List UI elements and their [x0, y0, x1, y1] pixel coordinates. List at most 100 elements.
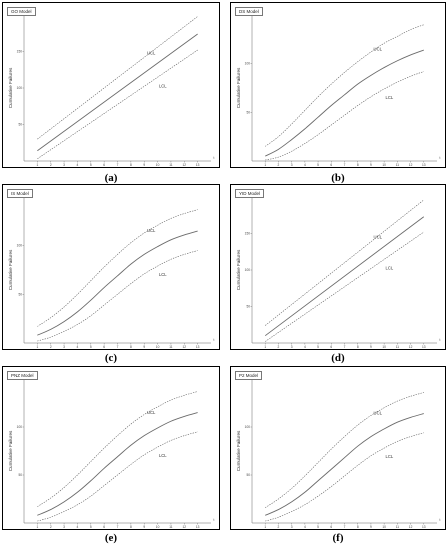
x-tick-label: 11 — [396, 345, 400, 349]
band-label-ucl: UCL — [147, 228, 156, 233]
panel-caption: (c) — [104, 352, 118, 364]
x-tick-label: 9 — [370, 345, 372, 349]
panel-caption: (d) — [331, 352, 345, 364]
x-tick-label: 8 — [357, 525, 359, 529]
series-line-mean — [265, 49, 424, 157]
x-tick-label: 5 — [317, 345, 319, 349]
y-tick-label: 50 — [18, 292, 22, 296]
band-label-ucl: UCL — [147, 410, 156, 415]
x-tick-label: 1 — [264, 163, 266, 167]
x-tick-label: 12 — [409, 163, 413, 167]
series-line-lcl — [37, 250, 198, 342]
x-tick-label: 4 — [77, 163, 79, 167]
band-label-lcl: LCL — [386, 266, 394, 271]
series-line-lcl — [265, 231, 424, 342]
x-tick-label: 12 — [183, 345, 187, 349]
series-line-mean — [264, 216, 425, 337]
band-label-lcl: LCL — [159, 83, 167, 88]
x-axis-end-label: t — [214, 518, 215, 522]
series-line-lcl — [265, 432, 424, 522]
series-line-mean — [37, 230, 198, 336]
x-tick-label: 11 — [396, 163, 400, 167]
chart-frame: 5010015020012345678910111213tCumulative … — [230, 184, 446, 350]
y-tick-label: 50 — [246, 305, 250, 309]
x-tick-label: 12 — [183, 163, 187, 167]
x-tick-label: 12 — [409, 345, 413, 349]
y-axis-title: Cumulative Failures — [8, 249, 13, 290]
y-tick-label: 100 — [245, 425, 251, 429]
x-tick-label: 13 — [196, 345, 200, 349]
x-tick-label: 8 — [130, 525, 132, 529]
series-line-mean — [265, 413, 424, 516]
x-tick-label: 9 — [143, 163, 145, 167]
x-tick-label: 13 — [422, 525, 426, 529]
x-axis-end-label: t — [440, 156, 441, 160]
x-tick-label: 4 — [304, 345, 306, 349]
y-tick-label: 100 — [17, 425, 23, 429]
x-tick-label: 2 — [278, 163, 280, 167]
x-tick-label: 6 — [330, 525, 332, 529]
model-label: P2 Model — [235, 371, 263, 380]
x-tick-label: 10 — [156, 345, 160, 349]
x-tick-label: 11 — [169, 525, 173, 529]
x-tick-label: 13 — [422, 345, 426, 349]
chart-svg: 5010015020012345678910111213tCumulative … — [236, 195, 441, 349]
band-label-ucl: UCL — [374, 46, 383, 51]
x-tick-label: 12 — [409, 525, 413, 529]
x-tick-label: 7 — [117, 345, 119, 349]
x-tick-label: 3 — [63, 345, 65, 349]
panel-caption: (a) — [104, 172, 118, 184]
model-label: PNZ Model — [7, 371, 38, 380]
band-label-ucl: UCL — [147, 50, 156, 55]
x-tick-label: 9 — [370, 525, 372, 529]
model-label: GO Model — [7, 7, 36, 16]
x-tick-label: 2 — [278, 345, 280, 349]
x-tick-label: 5 — [317, 163, 319, 167]
y-axis-title: Cumulative Failures — [236, 249, 241, 290]
x-tick-label: 6 — [103, 525, 105, 529]
x-tick-label: 8 — [130, 163, 132, 167]
x-tick-label: 3 — [63, 163, 65, 167]
series-line-ucl — [37, 391, 198, 507]
y-axis-title: Cumulative Failures — [8, 430, 13, 471]
x-tick-label: 12 — [183, 525, 187, 529]
chart-panel-d: 5010015020012345678910111213tCumulative … — [230, 184, 446, 368]
x-tick-label: 5 — [317, 525, 319, 529]
x-tick-label: 3 — [63, 525, 65, 529]
x-axis-end-label: t — [440, 518, 441, 522]
x-tick-label: 4 — [304, 525, 306, 529]
model-label: YID Model — [235, 189, 265, 198]
x-tick-label: 7 — [117, 525, 119, 529]
series-line-ucl — [265, 392, 424, 508]
x-tick-label: 10 — [382, 525, 386, 529]
x-tick-label: 8 — [130, 345, 132, 349]
x-axis-end-label: t — [214, 156, 215, 160]
y-tick-label: 50 — [246, 473, 250, 477]
x-tick-label: 7 — [344, 525, 346, 529]
series-line-lcl — [37, 49, 198, 160]
x-tick-label: 6 — [103, 345, 105, 349]
x-tick-label: 9 — [143, 345, 145, 349]
series-line-mean — [37, 412, 198, 516]
x-tick-label: 10 — [382, 163, 386, 167]
panel-caption: (b) — [331, 172, 345, 184]
panel-caption: (f) — [332, 532, 344, 544]
chart-panel-a: 5010015020012345678910111213tCumulative … — [2, 2, 220, 188]
x-axis-end-label: t — [214, 338, 215, 342]
band-label-lcl: LCL — [159, 453, 167, 458]
chart-svg: 5010015020012345678910111213tCumulative … — [8, 13, 215, 167]
x-tick-label: 8 — [357, 345, 359, 349]
y-axis-title: Cumulative Failures — [236, 67, 241, 108]
x-tick-label: 7 — [344, 163, 346, 167]
x-tick-label: 4 — [77, 345, 79, 349]
band-label-ucl: UCL — [374, 235, 383, 240]
x-tick-label: 13 — [422, 163, 426, 167]
x-tick-label: 6 — [330, 345, 332, 349]
chart-frame: 5010015020012345678910111213tCumulative … — [2, 2, 220, 168]
